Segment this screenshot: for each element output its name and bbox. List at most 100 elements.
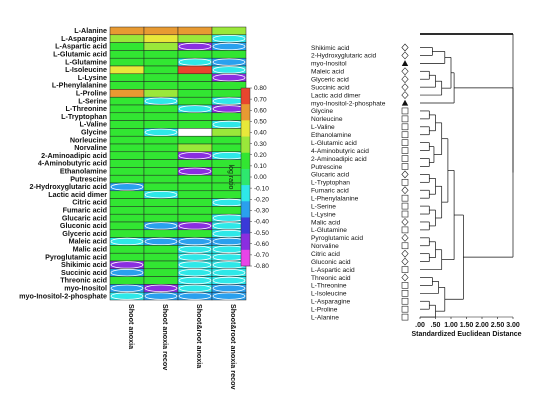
cell-l-serine-shoot-root-anoxia: [177, 96, 213, 106]
colorbar-tick-label: 0.70: [254, 96, 267, 103]
row-label-l-threonine: L-Threonine: [65, 104, 107, 113]
sig-ellipse-l-asparagine-shoot-root-anoxia-recov: [212, 35, 246, 43]
cell-putrescine-shoot-anoxia: [109, 174, 145, 184]
cell-l-valine-shoot-anoxia-recov: [143, 120, 179, 129]
dendro-x-tick-label: 2.50: [491, 322, 505, 329]
cell-putrescine-shoot-root-anoxia: [177, 174, 213, 184]
cell-succinic-acid-shoot-root-anoxia: [177, 268, 213, 277]
cell-2-hydroxyglutaric-acid-shoot-anoxia: [109, 182, 145, 192]
cell-glycine-shoot-anoxia-recov: [143, 128, 179, 137]
leaf-label-myo-inositol: myo-Inositol: [311, 61, 347, 68]
cell-glyceric-acid-shoot-anoxia: [109, 229, 145, 238]
cell-malic-acid-shoot-anoxia: [109, 245, 145, 254]
leaf-marker-diamond: [401, 67, 409, 76]
cell-l-tryptophan-shoot-root-anoxia: [177, 112, 213, 121]
leaf-marker-square: [401, 139, 409, 146]
leaf-marker-square: [401, 155, 409, 162]
row-label-norleucine: Norleucine: [70, 135, 107, 144]
cell-l-alanine-shoot-root-anoxia-recov: [211, 26, 247, 36]
cell-shikimic-acid-shoot-anoxia: [109, 260, 145, 270]
row-label-l-isoleucine: L-Isoleucine: [65, 65, 107, 74]
cell-glucaric-acid-shoot-anoxia-recov: [143, 213, 179, 223]
cell-l-glutamic-acid-shoot-anoxia: [109, 50, 145, 59]
cell-succinic-acid-shoot-root-anoxia-recov: [211, 268, 247, 277]
cell-myo-inositol-2-phosphate-shoot-anoxia: [109, 291, 145, 301]
cell-l-asparagine-shoot-anoxia-recov: [143, 34, 179, 43]
cell-l-valine-shoot-anoxia: [109, 120, 145, 129]
row-label-l-aspartic-acid: L-Aspartic acid: [55, 42, 107, 51]
sig-ellipse-lactic-acid-dimer-shoot-anoxia-recov: [144, 190, 178, 199]
cell-2-aminoadipic-acid-shoot-anoxia: [109, 151, 145, 160]
leaf-marker-square: [401, 313, 409, 321]
leaf-marker-diamond: [401, 273, 409, 282]
cell-2-aminoadipic-acid-shoot-root-anoxia: [177, 151, 213, 160]
row-label-glyceric-acid: Glyceric acid: [62, 229, 107, 238]
leaf-marker-triangle: [401, 60, 409, 66]
leaf-marker-diamond: [401, 51, 409, 60]
cell-l-asparagine-shoot-anoxia: [109, 34, 145, 43]
row-label-l-lysine: L-Lysine: [78, 73, 107, 82]
cell-maleic-acid-shoot-anoxia-recov: [143, 237, 179, 246]
sig-ellipse-l-glutamine-shoot-root-anoxia: [178, 58, 212, 66]
cell-ethanolamine-shoot-root-anoxia: [177, 167, 213, 176]
colorbar-tick-label: -0.50: [254, 230, 269, 237]
colorbar-tick-label: -0.10: [254, 185, 269, 192]
sig-ellipse-myo-inositol-2-phosphate-shoot-root-anoxia-recov: [212, 292, 246, 300]
sig-ellipse-myo-inositol-shoot-anoxia: [110, 284, 144, 292]
cell-citric-acid-shoot-anoxia: [109, 198, 145, 207]
cell-l-glutamine-shoot-root-anoxia-recov: [211, 57, 247, 67]
sig-ellipse-myo-inositol-2-phosphate-shoot-root-anoxia: [178, 292, 212, 300]
leaf-marker-square: [401, 282, 409, 289]
leaf-label-l-glutamic-acid: L-Glutamic acid: [311, 140, 357, 147]
cell-l-isoleucine-shoot-root-anoxia-recov: [211, 65, 247, 75]
cell-shikimic-acid-shoot-root-anoxia: [177, 260, 213, 270]
dendro-x-tick-label: 1.50: [460, 322, 474, 329]
leaf-label-2-hydroxyglutaric-acid: 2-Hydroxyglutaric acid: [311, 53, 377, 60]
cell-glycine-shoot-root-anoxia: [177, 128, 213, 137]
sig-ellipse-myo-inositol-shoot-anoxia-recov: [144, 284, 178, 292]
cell-l-serine-shoot-anoxia: [109, 96, 145, 106]
sig-ellipse-pyroglutamic-acid-shoot-root-anoxia: [178, 253, 212, 261]
row-label-threonic-acid: Threonic acid: [60, 276, 107, 285]
leaf-marker-diamond: [401, 257, 409, 266]
sig-ellipse-myo-inositol-2-phosphate-shoot-anoxia: [110, 292, 144, 300]
colorbar-segment: [241, 185, 250, 202]
row-label-l-valine: L-Valine: [79, 120, 107, 129]
leaf-label-l-phenylalanine: L-Phenylalanine: [311, 195, 359, 202]
leaf-marker-diamond: [401, 218, 409, 226]
cell-l-aspartic-acid-shoot-root-anoxia: [177, 42, 213, 51]
cell-l-glutamine-shoot-anoxia: [109, 57, 145, 67]
cell-lactic-acid-dimer-shoot-anoxia: [109, 190, 145, 199]
cell-l-tryptophan-shoot-anoxia: [109, 112, 145, 121]
cell-threonic-acid-shoot-anoxia-recov: [143, 276, 179, 285]
leaf-marker-diamond: [401, 91, 409, 100]
sig-ellipse-ethanolamine-shoot-root-anoxia: [178, 167, 212, 175]
colorbar-segment: [241, 88, 250, 105]
colorbar-segment: [241, 249, 250, 267]
sig-ellipse-maleic-acid-shoot-root-anoxia: [178, 237, 212, 246]
leaf-marker-square: [401, 305, 409, 313]
leaf-marker-diamond: [401, 249, 409, 258]
cell-shikimic-acid-shoot-anoxia-recov: [143, 260, 179, 270]
colorbar-tick-label: -0.40: [254, 219, 269, 226]
leaf-label-putrescine: Putrescine: [311, 164, 342, 171]
leaf-label-norleucine: Norleucine: [311, 116, 343, 123]
sig-ellipse-l-threonine-shoot-root-anoxia: [178, 105, 212, 113]
leaf-marker-square: [401, 107, 409, 115]
cell-norvaline-shoot-anoxia: [109, 143, 145, 153]
cell-glyceric-acid-shoot-anoxia-recov: [143, 229, 179, 238]
cell-myo-inositol-shoot-anoxia-recov: [143, 284, 179, 293]
sig-ellipse-l-lysine-shoot-root-anoxia-recov: [212, 73, 246, 82]
sig-ellipse-malic-acid-shoot-root-anoxia: [178, 245, 212, 253]
colorbar-segment: [241, 136, 250, 154]
cell-gluconic-acid-shoot-anoxia: [109, 221, 145, 231]
leaf-marker-diamond: [401, 83, 409, 92]
row-label-pyroglutamic-acid: Pyroglutamic acid: [45, 252, 107, 261]
colorbar-tick-label: 0.20: [254, 152, 267, 159]
cell-lactic-acid-dimer-shoot-anoxia-recov: [143, 190, 179, 199]
leaf-label-l-asparagine: L-Asparagine: [311, 299, 351, 306]
leaf-label-l-serine: L-Serine: [311, 203, 336, 210]
leaf-label-glucaric-acid: Glucaric acid: [311, 172, 349, 179]
row-label-4-aminobutyric-acid: 4-Aminobutyric acid: [38, 159, 107, 168]
cell-l-isoleucine-shoot-anoxia-recov: [143, 65, 179, 75]
